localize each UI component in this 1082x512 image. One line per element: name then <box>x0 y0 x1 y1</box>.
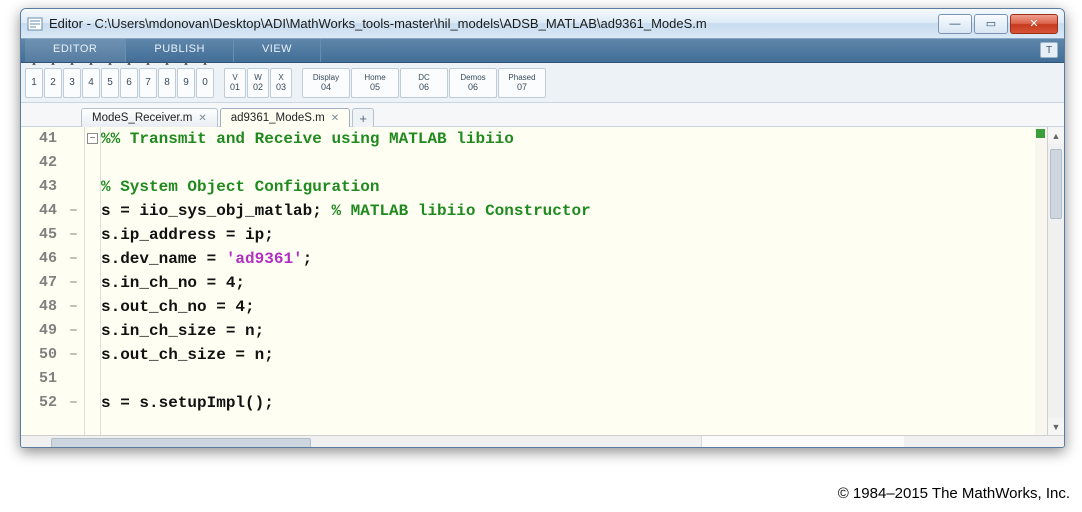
copyright-text: © 1984–2015 The MathWorks, Inc. <box>838 485 1070 502</box>
quick-access-toolbar: ▴1▴2▴3▴4▴5▴6▴7▴8▴9▴0 V01W02X03 Display04… <box>21 63 1064 103</box>
qat-button-4[interactable]: ▴4 <box>82 68 100 98</box>
qat-button-phased[interactable]: Phased07 <box>498 68 546 98</box>
ribbon-tabstrip: EDITOR PUBLISH VIEW T <box>21 39 1064 63</box>
message-strip <box>1035 127 1047 435</box>
document-tabs: ModeS_Receiver.m ✕ ad9361_ModeS.m ✕ + <box>21 103 1064 127</box>
qat-button-demos[interactable]: Demos06 <box>449 68 497 98</box>
qat-button-02[interactable]: W02 <box>247 68 269 98</box>
file-tab-label: ModeS_Receiver.m <box>92 112 192 124</box>
qat-button-dc[interactable]: DC06 <box>400 68 448 98</box>
ribbon-tab-view[interactable]: VIEW <box>234 39 321 62</box>
close-icon[interactable]: ✕ <box>198 113 206 124</box>
code-ok-indicator <box>1036 129 1045 138</box>
qat-button-8[interactable]: ▴8 <box>158 68 176 98</box>
qat-button-0[interactable]: ▴0 <box>196 68 214 98</box>
window-controls: — ▭ ✕ <box>936 14 1058 34</box>
hscroll-thumb[interactable] <box>51 438 311 448</box>
qat-pairs-group: V01W02X03 <box>224 68 292 98</box>
close-icon[interactable]: ✕ <box>331 113 339 124</box>
close-button[interactable]: ✕ <box>1010 14 1058 34</box>
new-tab-button[interactable]: + <box>352 108 374 127</box>
qat-button-6[interactable]: ▴6 <box>120 68 138 98</box>
qat-button-2[interactable]: ▴2 <box>44 68 62 98</box>
horizontal-scrollbar[interactable] <box>21 435 1064 448</box>
vscroll-thumb[interactable] <box>1050 149 1062 219</box>
fold-strip: − <box>85 127 101 435</box>
qat-button-7[interactable]: ▴7 <box>139 68 157 98</box>
qat-labeled-group: Display04Home05DC06Demos06Phased07 <box>302 68 546 98</box>
qat-button-display[interactable]: Display04 <box>302 68 350 98</box>
ribbon-tab-publish[interactable]: PUBLISH <box>126 39 234 62</box>
ribbon-help-marker[interactable]: T <box>1040 42 1058 58</box>
qat-button-03[interactable]: X03 <box>270 68 292 98</box>
editor-window: Editor - C:\Users\mdonovan\Desktop\ADI\M… <box>20 8 1065 448</box>
code-editor[interactable]: 41 42 43 44 –45 –46 –47 –48 –49 –50 –51 … <box>21 127 1064 435</box>
qat-button-1[interactable]: ▴1 <box>25 68 43 98</box>
scroll-up-icon[interactable]: ▲ <box>1048 127 1064 144</box>
scroll-down-icon[interactable]: ▼ <box>1048 418 1064 435</box>
qat-button-01[interactable]: V01 <box>224 68 246 98</box>
qat-button-home[interactable]: Home05 <box>351 68 399 98</box>
file-tab-modes-receiver[interactable]: ModeS_Receiver.m ✕ <box>81 108 218 127</box>
maximize-button[interactable]: ▭ <box>974 14 1008 34</box>
qat-numeric-group: ▴1▴2▴3▴4▴5▴6▴7▴8▴9▴0 <box>25 68 214 98</box>
minimize-button[interactable]: — <box>938 14 972 34</box>
titlebar[interactable]: Editor - C:\Users\mdonovan\Desktop\ADI\M… <box>21 9 1064 39</box>
app-icon <box>27 16 43 32</box>
fold-toggle-icon[interactable]: − <box>87 133 98 144</box>
function-selector[interactable] <box>701 436 904 448</box>
qat-button-5[interactable]: ▴5 <box>101 68 119 98</box>
file-tab-ad9361-modes[interactable]: ad9361_ModeS.m ✕ <box>220 108 350 127</box>
window-title: Editor - C:\Users\mdonovan\Desktop\ADI\M… <box>49 16 936 31</box>
file-tab-label: ad9361_ModeS.m <box>231 112 325 124</box>
line-number-gutter: 41 42 43 44 –45 –46 –47 –48 –49 –50 –51 … <box>21 127 85 435</box>
qat-button-9[interactable]: ▴9 <box>177 68 195 98</box>
vertical-scrollbar[interactable]: ▲ ▼ <box>1047 127 1064 435</box>
qat-button-3[interactable]: ▴3 <box>63 68 81 98</box>
code-content[interactable]: %% Transmit and Receive using MATLAB lib… <box>101 127 1046 435</box>
